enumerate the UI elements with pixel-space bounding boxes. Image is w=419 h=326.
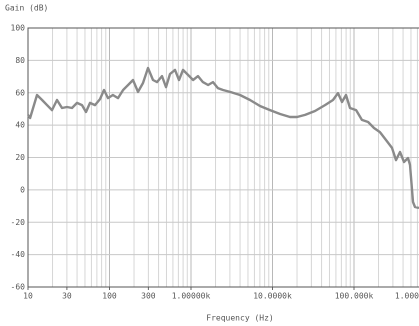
x-tick-label: 10 bbox=[23, 292, 33, 301]
x-tick-label: 30 bbox=[62, 292, 72, 301]
y-tick-label: 100 bbox=[11, 24, 26, 33]
y-tick-label: -40 bbox=[11, 250, 26, 259]
x-tick-label: 10.0000k bbox=[253, 292, 292, 301]
plot-border bbox=[27, 27, 419, 288]
x-tick-label: 300 bbox=[141, 292, 156, 301]
x-tick-label: 1.00000k bbox=[172, 292, 211, 301]
y-axis-label: Gain (dB) bbox=[5, 4, 48, 13]
y-tick-label: 20 bbox=[15, 153, 25, 162]
y-tick-label: 80 bbox=[15, 56, 25, 65]
y-tick-label: -60 bbox=[11, 283, 26, 292]
data-line bbox=[27, 66, 419, 210]
y-tick-label: 40 bbox=[15, 121, 25, 130]
x-tick-label: 100.000k bbox=[335, 292, 374, 301]
x-axis-label: Frequency (Hz) bbox=[206, 314, 273, 323]
y-tick-label: 0 bbox=[20, 185, 25, 194]
y-tick-label: -20 bbox=[11, 218, 26, 227]
y-tick-label: 60 bbox=[15, 88, 25, 97]
x-tick-label: 1.000 bbox=[395, 292, 419, 301]
x-tick-label: 100 bbox=[102, 292, 117, 301]
